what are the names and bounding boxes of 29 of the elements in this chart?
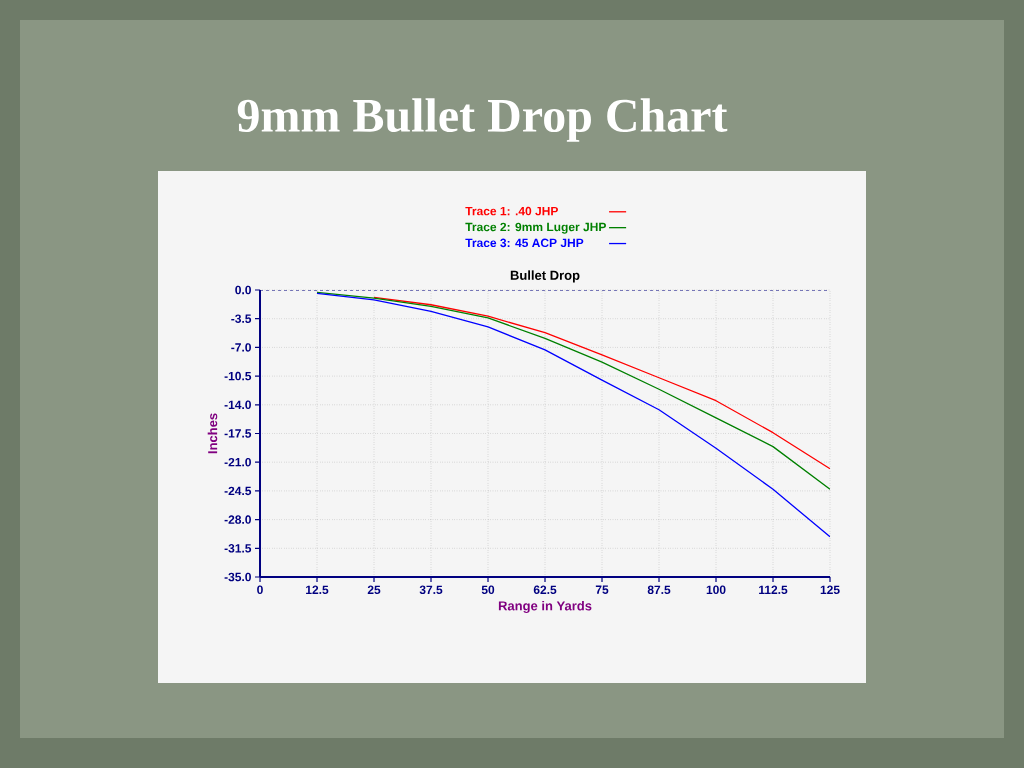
x-tick-label: 112.5 — [759, 585, 788, 595]
x-tick-label: 12.5 — [306, 585, 329, 595]
y-tick-label: -31.5 — [224, 544, 252, 553]
x-tick-label: 100 — [706, 585, 726, 595]
x-axis-title: Range in Yards — [498, 600, 592, 614]
text: Trace 1: .40 JHP — [465, 206, 558, 216]
chart-title: 9mm Bullet Drop Chart — [237, 98, 728, 142]
y-tick-label: -10.5 — [224, 371, 252, 381]
y-tick-label: -24.5 — [224, 486, 252, 496]
legend-label: Trace 2: 9mm Luger JHP — [465, 222, 606, 234]
y-tick-label: -35.0 — [224, 572, 251, 582]
x-tick-label: 62.5 — [533, 585, 557, 595]
x-tick-label: 87.5 — [647, 585, 671, 595]
y-axis-title: Inches — [207, 413, 218, 454]
chart-subtitle: Bullet Drop — [510, 270, 580, 283]
x-tick-label: 75 — [595, 585, 609, 594]
x-tick-label: 50 — [481, 585, 495, 595]
y-tick-label: -17.5 — [224, 429, 252, 438]
x-tick-label: 125 — [820, 585, 840, 595]
y-tick-label: -21.0 — [224, 457, 251, 467]
x-tick-label: 0 — [257, 585, 263, 595]
y-tick-label: -3.5 — [231, 314, 252, 323]
legend-label: Trace 3: 45 ACP JHP — [465, 238, 584, 248]
x-tick-label: 25 — [367, 585, 381, 595]
x-tick-label: 37.5 — [419, 585, 443, 595]
y-tick-label: -7.0 — [231, 343, 251, 352]
y-tick-label: -28.0 — [224, 515, 251, 524]
y-tick-label: 0.0 — [235, 285, 251, 295]
y-tick-label: -14.0 — [224, 400, 251, 410]
